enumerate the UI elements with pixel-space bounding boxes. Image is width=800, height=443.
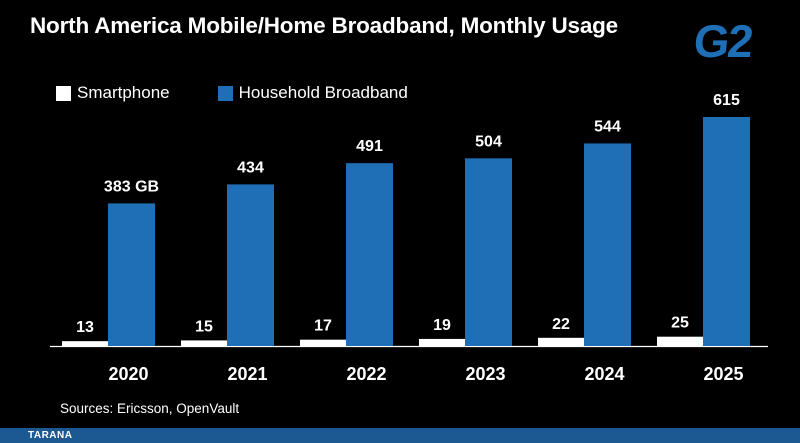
bar-smartphone-2023 bbox=[419, 338, 465, 346]
legend-swatch-smartphone bbox=[56, 85, 71, 101]
legend-label-household-broadband: Household Broadband bbox=[238, 83, 408, 102]
chart-title: North America Mobile/Home Broadband, Mon… bbox=[30, 13, 618, 38]
footer-bar: TARANA bbox=[0, 428, 800, 443]
bar-smartphone-2020 bbox=[62, 341, 108, 346]
sources-note: Sources: Ericsson, OpenVault bbox=[60, 401, 240, 416]
bar-household-broadband-2024 bbox=[584, 143, 631, 346]
x-tick-label-2023: 2023 bbox=[465, 364, 505, 384]
bar-household-broadband-2022 bbox=[346, 163, 393, 346]
bar-smartphone-2024 bbox=[538, 337, 584, 346]
bar-household-broadband-2025 bbox=[703, 117, 750, 346]
data-label-household-broadband-2020: 383 GB bbox=[104, 178, 159, 195]
legend-label-smartphone: Smartphone bbox=[77, 83, 170, 102]
legend-item-household-broadband: Household Broadband bbox=[217, 83, 408, 103]
x-tick-label-2021: 2021 bbox=[227, 364, 267, 384]
bar-household-broadband-2020 bbox=[108, 203, 155, 346]
bar-smartphone-2021 bbox=[181, 340, 227, 346]
bar-household-broadband-2021 bbox=[227, 184, 274, 346]
x-tick-label-2020: 2020 bbox=[108, 364, 148, 384]
tarana-logo: TARANA bbox=[28, 430, 73, 441]
data-label-household-broadband-2022: 491 bbox=[356, 138, 383, 155]
legend: Smartphone Household Broadband bbox=[56, 82, 456, 104]
data-label-smartphone-2024: 22 bbox=[552, 316, 570, 333]
x-tick-label-2022: 2022 bbox=[346, 364, 386, 384]
data-label-smartphone-2023: 19 bbox=[433, 317, 451, 334]
x-tick-label-2025: 2025 bbox=[703, 364, 743, 384]
bar-household-broadband-2023 bbox=[465, 158, 512, 346]
data-label-household-broadband-2025: 615 bbox=[713, 92, 740, 109]
data-label-smartphone-2021: 15 bbox=[195, 318, 213, 335]
legend-swatch-household-broadband bbox=[217, 85, 233, 101]
data-label-smartphone-2025: 25 bbox=[671, 315, 689, 332]
data-label-household-broadband-2021: 434 bbox=[237, 159, 264, 176]
x-tick-label-2024: 2024 bbox=[584, 364, 624, 384]
bar-smartphone-2022 bbox=[300, 339, 346, 346]
data-label-household-broadband-2023: 504 bbox=[475, 133, 502, 150]
data-label-smartphone-2020: 13 bbox=[76, 319, 94, 336]
legend-item-smartphone: Smartphone bbox=[56, 83, 170, 103]
bar-smartphone-2025 bbox=[657, 336, 703, 346]
data-label-household-broadband-2024: 544 bbox=[594, 118, 621, 135]
data-label-smartphone-2022: 17 bbox=[314, 318, 332, 335]
